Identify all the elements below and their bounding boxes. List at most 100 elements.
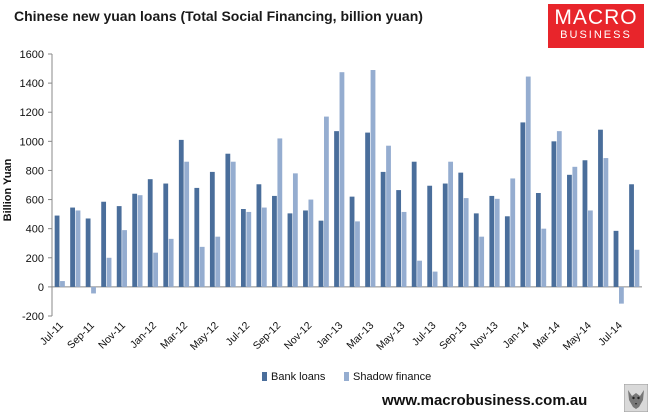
x-tick-label: Sep-11	[65, 320, 97, 352]
y-tick-label: 800	[26, 165, 44, 177]
bar-shadow-finance	[308, 199, 314, 287]
y-tick-label: 400	[26, 224, 44, 236]
bar-bank-loans	[163, 183, 169, 287]
chart-legend: Bank loans Shadow finance	[262, 371, 431, 383]
bar-bank-loans	[147, 179, 153, 287]
bar-bank-loans	[194, 187, 200, 287]
y-tick-label: -200	[22, 311, 44, 323]
bar-shadow-finance	[355, 221, 360, 287]
chart-title: Chinese new yuan loans (Total Social Fin…	[14, 8, 423, 24]
bar-bank-loans	[442, 183, 448, 287]
bar-bank-loans	[70, 207, 75, 287]
bar-bank-loans	[582, 160, 588, 287]
y-tick-label: 0	[38, 282, 44, 294]
bar-shadow-finance	[448, 161, 454, 287]
bar-bank-loans	[116, 206, 122, 287]
bar-shadow-finance	[91, 286, 96, 294]
website-url[interactable]: www.macrobusiness.com.au	[382, 392, 588, 409]
x-tick-label: May-14	[561, 320, 594, 353]
bar-bank-loans	[380, 171, 386, 287]
bar-bank-loans	[209, 171, 215, 287]
bar-bank-loans	[178, 139, 184, 287]
bar-bank-loans	[629, 184, 634, 287]
y-tick-label: 1400	[20, 78, 44, 90]
bar-shadow-finance	[432, 271, 438, 287]
bar-shadow-finance	[184, 161, 190, 287]
x-tick-label: Jul-12	[224, 320, 253, 349]
bar-bank-loans	[240, 209, 246, 287]
bar-shadow-finance	[168, 238, 174, 287]
bar-bank-loans	[504, 216, 510, 287]
x-tick-label: Sep-12	[251, 320, 284, 353]
bar-bank-loans	[303, 210, 308, 287]
bar-bank-loans	[551, 141, 557, 287]
bar-shadow-finance	[556, 131, 562, 287]
legend-label-shadow-finance: Shadow finance	[353, 371, 431, 383]
bar-shadow-finance	[261, 207, 267, 287]
x-tick-label: Jan-14	[501, 320, 532, 351]
y-tick-label: 1000	[20, 136, 44, 148]
bar-shadow-finance	[479, 236, 485, 287]
macrobusiness-logo[interactable]: MACRO BUSINESS	[548, 4, 644, 48]
legend-swatch-shadow-finance	[344, 372, 349, 381]
bar-shadow-finance	[587, 210, 593, 287]
bar-bank-loans	[272, 195, 277, 287]
bar-shadow-finance	[603, 158, 609, 287]
bar-bank-loans	[349, 196, 355, 287]
bar-shadow-finance	[463, 198, 469, 287]
bar-shadow-finance	[230, 161, 236, 287]
chart-bars	[54, 70, 640, 304]
bar-shadow-finance	[494, 198, 500, 287]
bar-shadow-finance	[417, 260, 422, 287]
bar-bank-loans	[54, 215, 60, 287]
bar-bank-loans	[256, 184, 262, 287]
bar-shadow-finance	[106, 257, 112, 287]
x-tick-label: Sep-13	[437, 320, 470, 353]
bar-shadow-finance	[525, 76, 531, 287]
x-tick-label: Jan-12	[128, 320, 159, 351]
x-tick-label: Jul-11	[38, 320, 66, 348]
bar-bank-loans	[473, 213, 479, 287]
legend-swatch-bank-loans	[262, 372, 267, 381]
x-tick-label: Mar-14	[531, 320, 563, 352]
bar-shadow-finance	[401, 211, 407, 287]
bar-bank-loans	[613, 230, 619, 287]
bar-shadow-finance	[199, 246, 205, 287]
bar-bank-loans	[365, 132, 370, 287]
x-tick-label: Mar-13	[344, 320, 376, 352]
bar-shadow-finance	[634, 249, 640, 287]
bar-shadow-finance	[153, 252, 159, 287]
bar-shadow-finance	[370, 70, 376, 287]
bar-bank-loans	[225, 153, 231, 287]
y-tick-label: 1200	[20, 107, 44, 119]
bar-shadow-finance	[510, 178, 516, 287]
bar-shadow-finance	[386, 145, 391, 287]
logo-line-2: BUSINESS	[560, 29, 632, 41]
bar-bank-loans	[334, 131, 339, 287]
x-tick-label: Mar-12	[158, 320, 190, 352]
y-tick-label: 600	[26, 195, 44, 207]
y-tick-label: 200	[26, 253, 44, 265]
bar-bank-loans	[520, 122, 526, 287]
bar-bank-loans	[85, 218, 91, 287]
bar-bank-loans	[132, 193, 138, 287]
bar-bank-loans	[396, 190, 402, 287]
bar-shadow-finance	[122, 230, 127, 287]
bar-bank-loans	[489, 195, 495, 287]
bar-bank-loans	[101, 201, 107, 287]
bar-shadow-finance	[277, 138, 283, 287]
x-tick-label: May-13	[374, 320, 407, 353]
bar-bank-loans	[598, 129, 603, 287]
bar-bank-loans	[458, 172, 464, 287]
bar-shadow-finance	[215, 236, 221, 287]
logo-line-1: MACRO	[554, 6, 638, 29]
x-tick-label: Nov-12	[282, 320, 315, 353]
y-tick-label: 1600	[20, 49, 44, 61]
bar-bank-loans	[535, 193, 541, 287]
bar-bank-loans	[567, 174, 572, 287]
bar-bank-loans	[287, 213, 293, 287]
bar-shadow-finance	[541, 228, 547, 287]
bar-shadow-finance	[137, 195, 143, 287]
bar-shadow-finance	[246, 211, 252, 287]
